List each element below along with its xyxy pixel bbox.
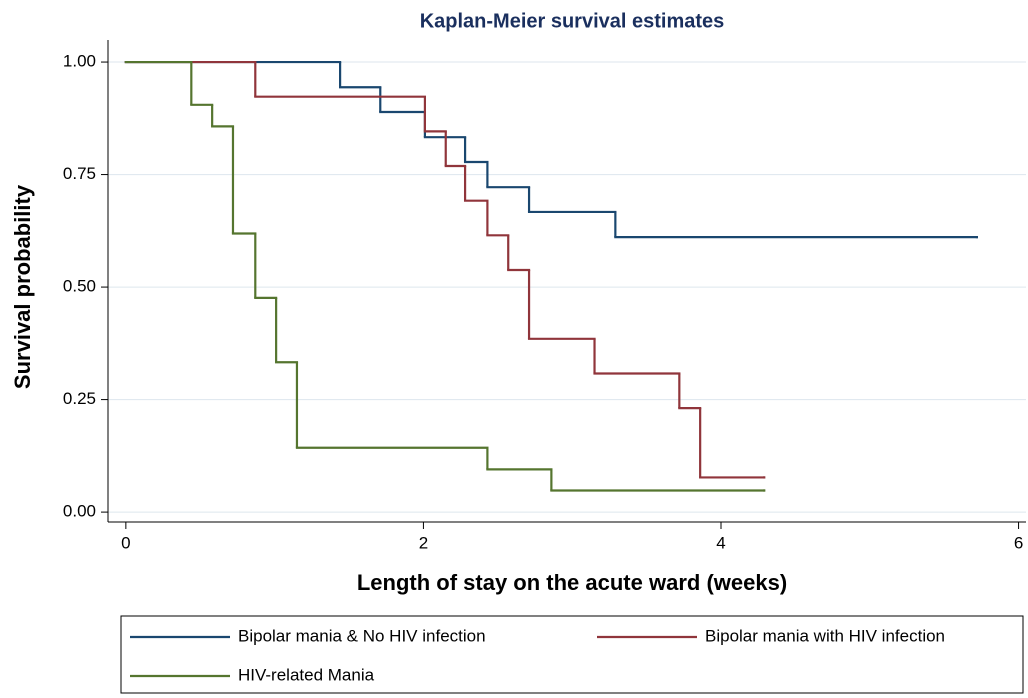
y-axis-label: Survival probability (10, 184, 35, 389)
legend-label: Bipolar mania with HIV infection (705, 626, 945, 645)
x-tick-label: 6 (1014, 533, 1023, 552)
y-tick-label: 1.00 (63, 52, 96, 71)
x-tick-label: 4 (716, 533, 725, 552)
chart-title: Kaplan-Meier survival estimates (420, 10, 725, 32)
x-axis-label: Length of stay on the acute ward (weeks) (357, 570, 787, 595)
legend-label: Bipolar mania & No HIV infection (238, 626, 486, 645)
x-tick-label: 0 (121, 533, 130, 552)
y-tick-label: 0.75 (63, 164, 96, 183)
y-tick-label: 0.50 (63, 277, 96, 296)
y-tick-label: 0.25 (63, 389, 96, 408)
y-tick-label: 0.00 (63, 502, 96, 521)
legend-box (120, 615, 1024, 694)
x-tick-label: 2 (419, 533, 428, 552)
legend-label: HIV-related Mania (238, 665, 375, 684)
